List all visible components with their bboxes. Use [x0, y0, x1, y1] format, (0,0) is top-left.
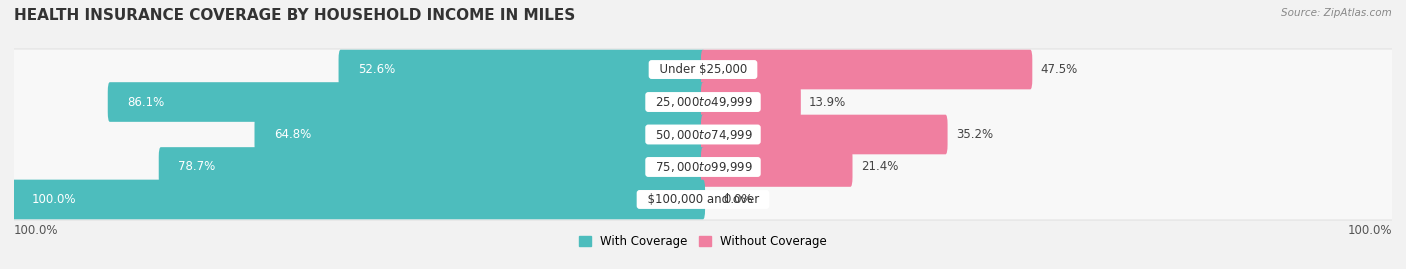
- Text: 100.0%: 100.0%: [1347, 224, 1392, 237]
- FancyBboxPatch shape: [108, 82, 704, 122]
- FancyBboxPatch shape: [254, 115, 704, 154]
- FancyBboxPatch shape: [13, 115, 1393, 154]
- FancyBboxPatch shape: [13, 50, 1393, 89]
- Text: 64.8%: 64.8%: [274, 128, 311, 141]
- Text: 78.7%: 78.7%: [179, 161, 215, 174]
- FancyBboxPatch shape: [11, 172, 1395, 227]
- FancyBboxPatch shape: [702, 82, 801, 122]
- Text: 13.9%: 13.9%: [808, 95, 846, 108]
- Text: 100.0%: 100.0%: [14, 224, 59, 237]
- Legend: With Coverage, Without Coverage: With Coverage, Without Coverage: [574, 230, 832, 253]
- Text: 100.0%: 100.0%: [31, 193, 76, 206]
- Text: $100,000 and over: $100,000 and over: [640, 193, 766, 206]
- FancyBboxPatch shape: [339, 50, 704, 89]
- FancyBboxPatch shape: [13, 180, 1393, 219]
- FancyBboxPatch shape: [702, 115, 948, 154]
- Text: Under $25,000: Under $25,000: [651, 63, 755, 76]
- Text: 21.4%: 21.4%: [860, 161, 898, 174]
- Text: $25,000 to $49,999: $25,000 to $49,999: [648, 95, 758, 109]
- FancyBboxPatch shape: [11, 42, 1395, 97]
- FancyBboxPatch shape: [702, 147, 852, 187]
- Text: 0.0%: 0.0%: [724, 193, 754, 206]
- Text: HEALTH INSURANCE COVERAGE BY HOUSEHOLD INCOME IN MILES: HEALTH INSURANCE COVERAGE BY HOUSEHOLD I…: [14, 8, 575, 23]
- Text: 35.2%: 35.2%: [956, 128, 993, 141]
- Text: 47.5%: 47.5%: [1040, 63, 1078, 76]
- FancyBboxPatch shape: [11, 107, 1395, 162]
- FancyBboxPatch shape: [13, 147, 1393, 187]
- Text: 86.1%: 86.1%: [127, 95, 165, 108]
- FancyBboxPatch shape: [11, 139, 1395, 194]
- Text: Source: ZipAtlas.com: Source: ZipAtlas.com: [1281, 8, 1392, 18]
- FancyBboxPatch shape: [159, 147, 704, 187]
- FancyBboxPatch shape: [13, 180, 704, 219]
- Text: $50,000 to $74,999: $50,000 to $74,999: [648, 128, 758, 141]
- FancyBboxPatch shape: [702, 50, 1032, 89]
- Text: $75,000 to $99,999: $75,000 to $99,999: [648, 160, 758, 174]
- FancyBboxPatch shape: [13, 82, 1393, 122]
- FancyBboxPatch shape: [11, 75, 1395, 130]
- Text: 52.6%: 52.6%: [359, 63, 395, 76]
